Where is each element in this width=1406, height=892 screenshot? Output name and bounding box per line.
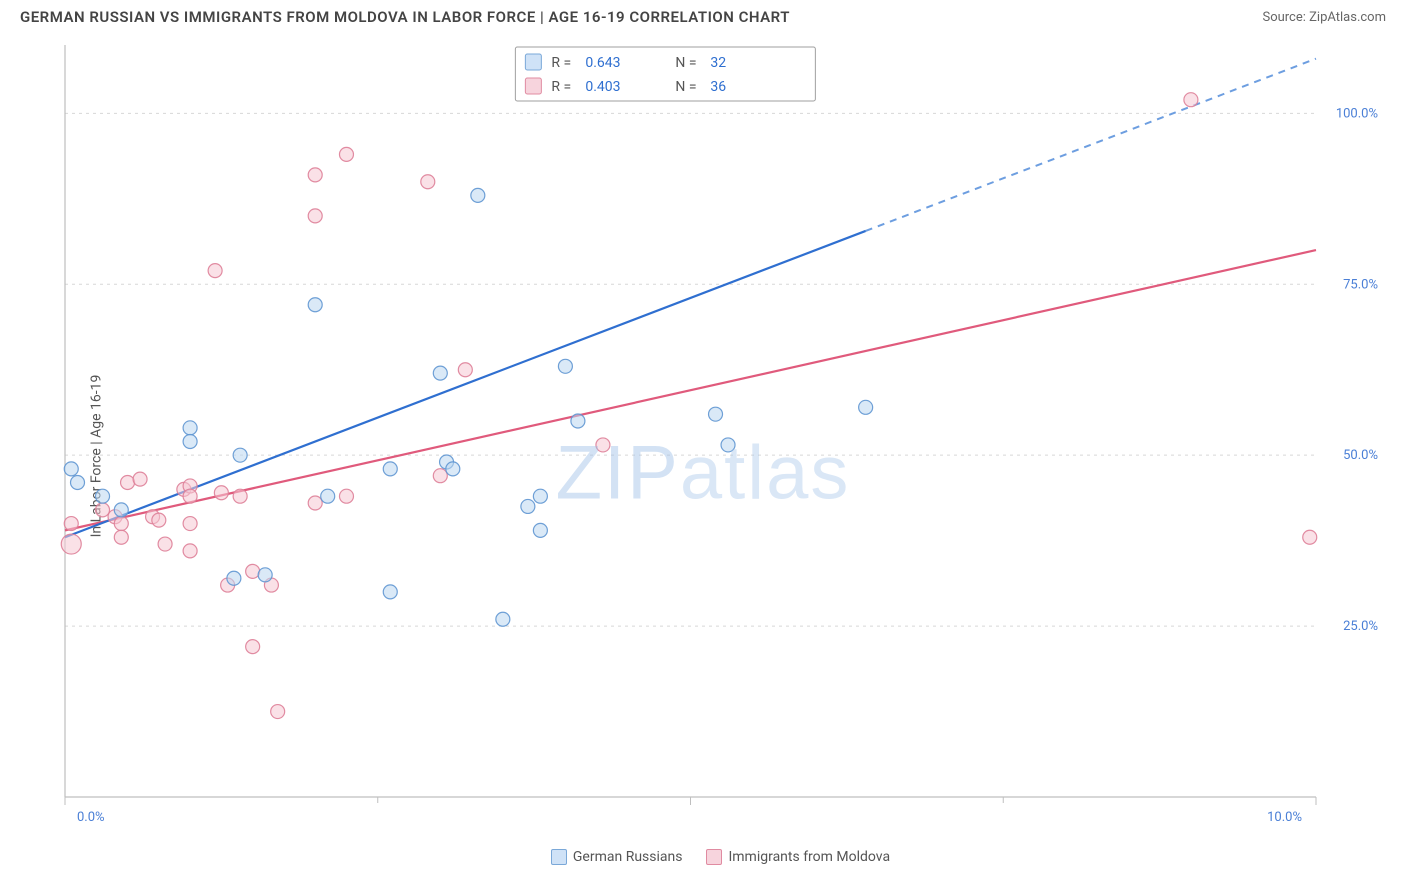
svg-text:50.0%: 50.0% (1343, 448, 1378, 463)
svg-text:N =: N = (675, 55, 696, 71)
svg-text:R =: R = (551, 79, 571, 95)
svg-text:36: 36 (710, 79, 726, 95)
legend-swatch-icon (551, 849, 567, 865)
svg-text:0.403: 0.403 (585, 79, 620, 95)
chart-area: In Labor Force | Age 16-19 25.0%50.0%75.… (20, 40, 1386, 872)
svg-text:0.643: 0.643 (585, 55, 620, 71)
svg-text:100.0%: 100.0% (1336, 106, 1378, 121)
legend-item-b: Immigrants from Moldova (706, 849, 890, 865)
svg-text:25.0%: 25.0% (1343, 619, 1378, 634)
legend-label: German Russians (573, 849, 683, 865)
chart-source: Source: ZipAtlas.com (1262, 10, 1386, 25)
svg-text:32: 32 (710, 55, 726, 71)
scatter-plot: 25.0% 50.0% 75.0% 100.0% 0.0% 10.0% R = 0.643 N … (55, 40, 1386, 832)
legend-item-a: German Russians (551, 849, 683, 865)
legend-swatch-icon (706, 849, 722, 865)
svg-text:10.0%: 10.0% (1267, 810, 1302, 825)
bottom-legend: German Russians Immigrants from Moldova (55, 842, 1386, 872)
svg-text:N =: N = (675, 79, 696, 95)
svg-text:75.0%: 75.0% (1343, 277, 1378, 292)
legend-label: Immigrants from Moldova (728, 849, 890, 865)
svg-text:0.0%: 0.0% (77, 810, 105, 825)
chart-title: GERMAN RUSSIAN VS IMMIGRANTS FROM MOLDOV… (20, 8, 790, 26)
svg-text:R =: R = (551, 55, 571, 71)
